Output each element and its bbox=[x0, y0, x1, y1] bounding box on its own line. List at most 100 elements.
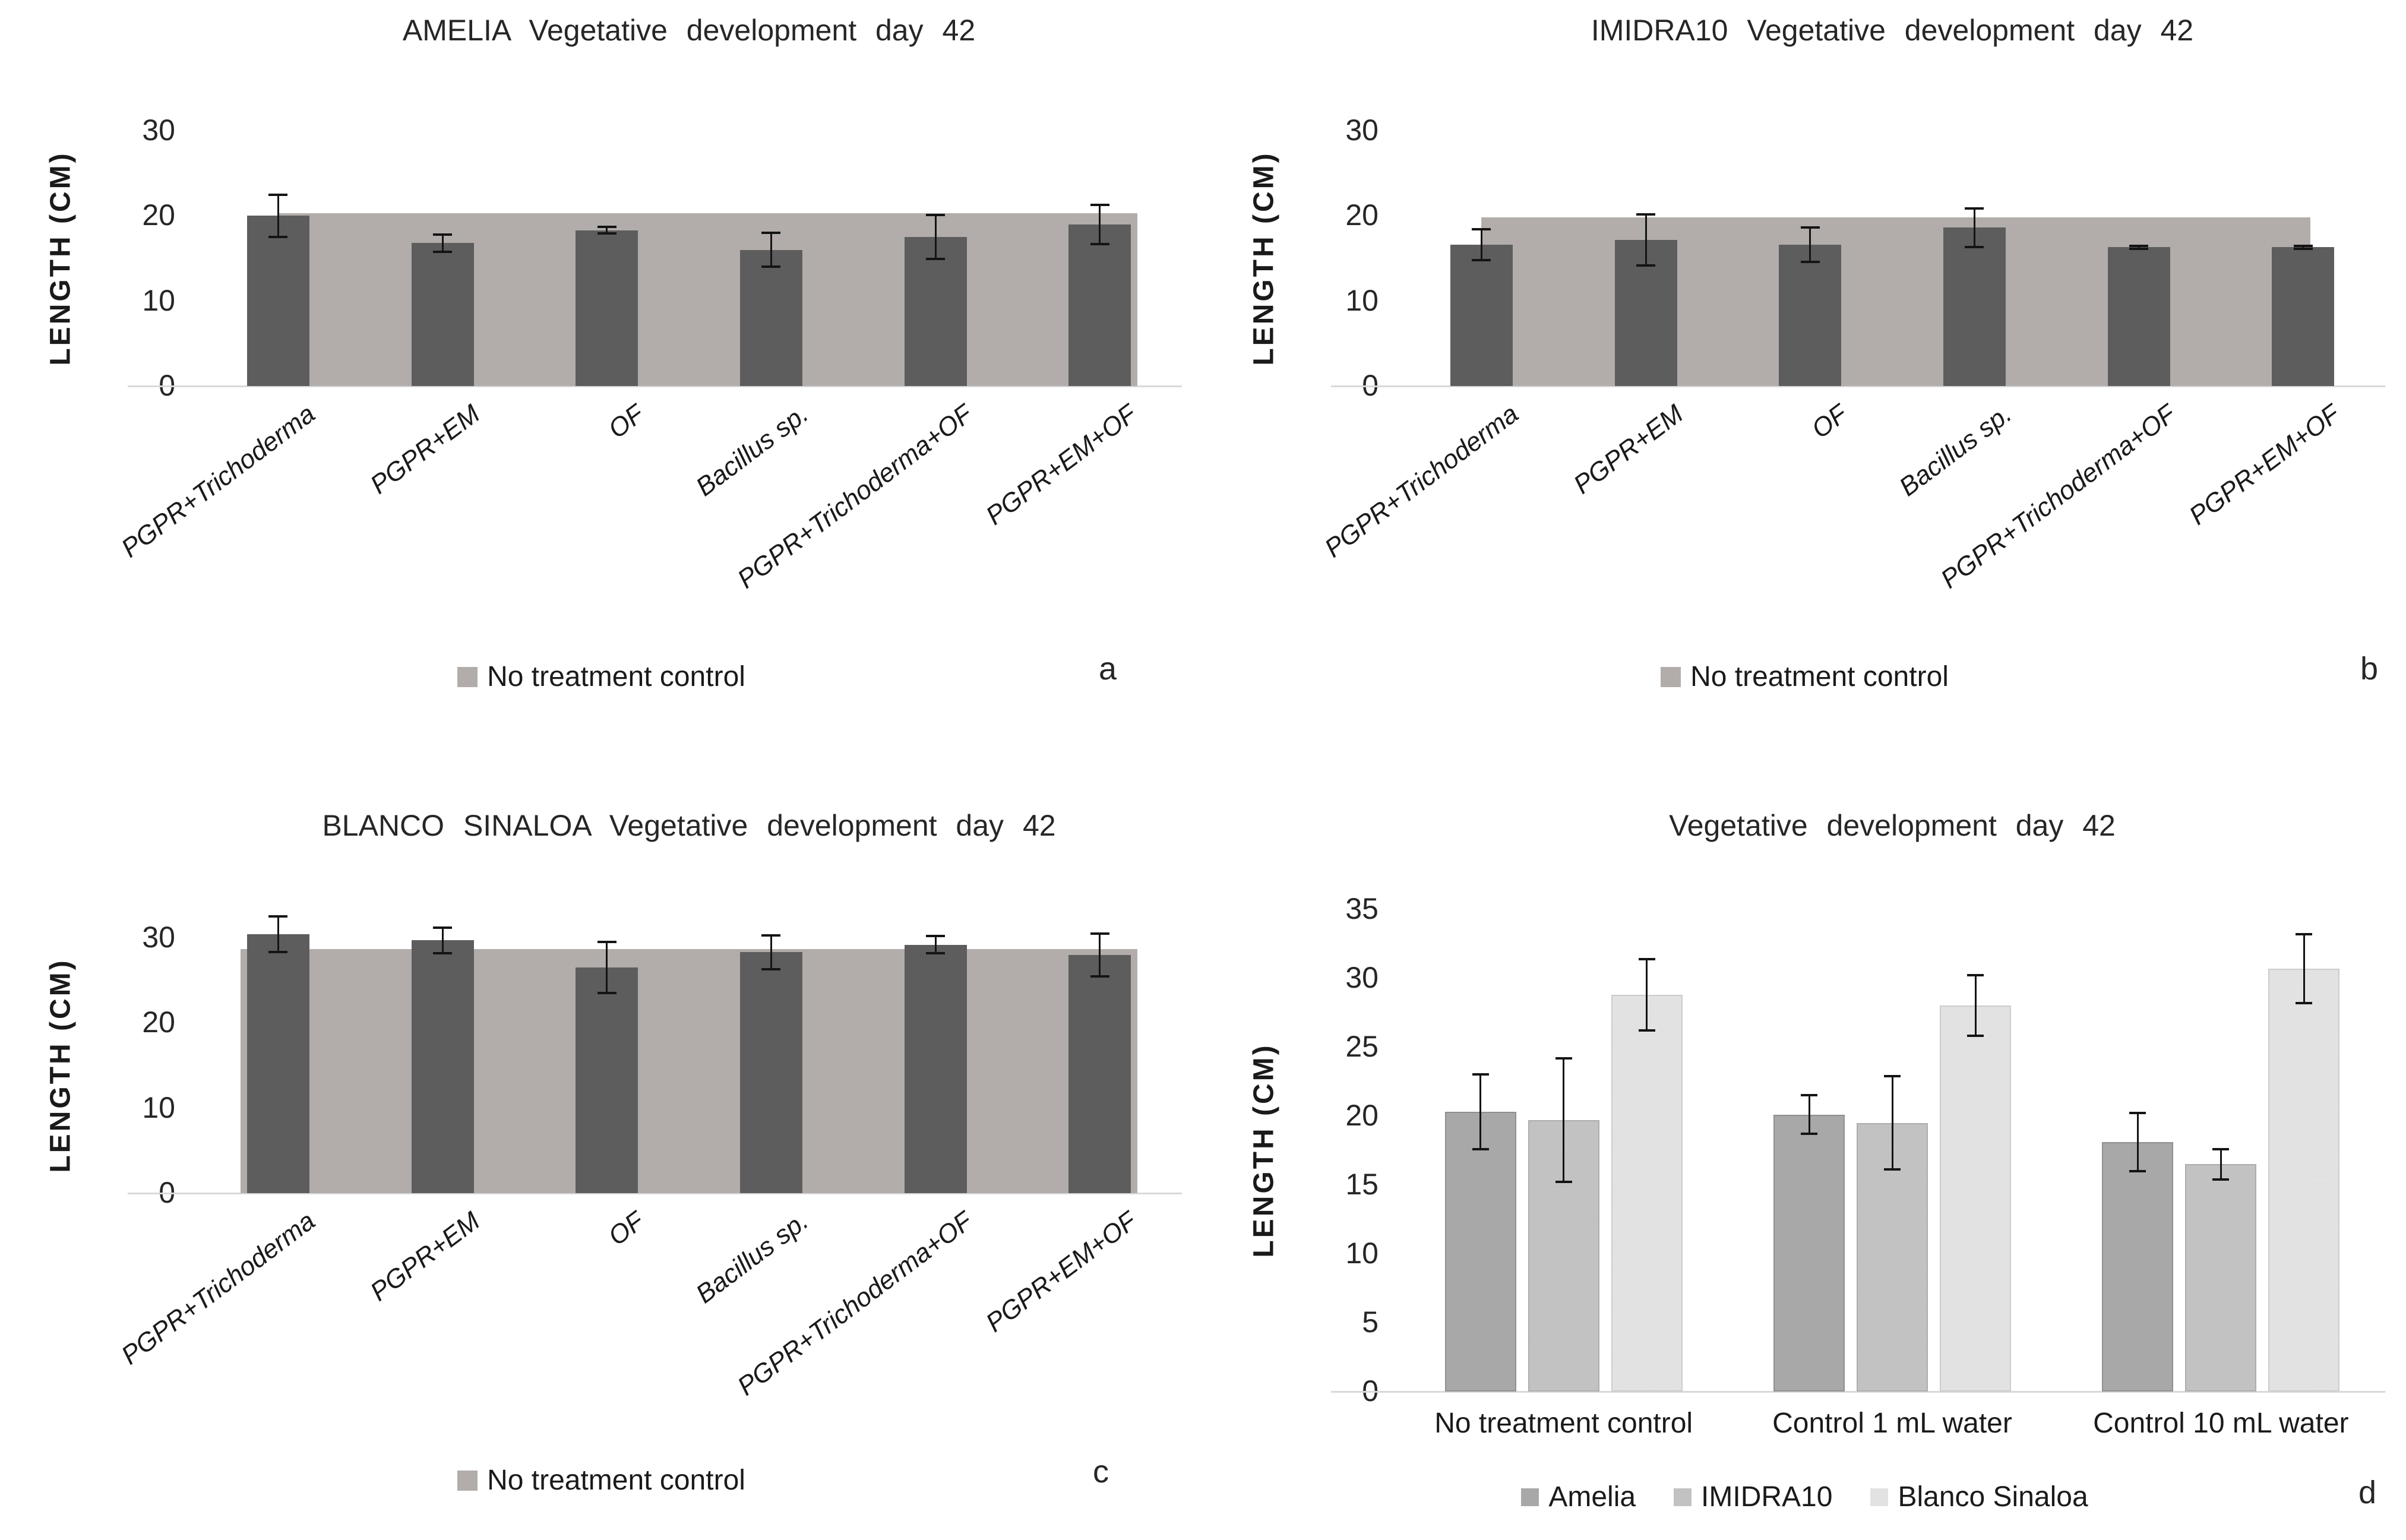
y-tick-label: 15 bbox=[1345, 1168, 1379, 1201]
legend-label: No treatment control bbox=[1690, 661, 1949, 692]
error-bar bbox=[277, 194, 279, 238]
error-bar-cap bbox=[1090, 242, 1109, 245]
error-bar-cap bbox=[2296, 932, 2313, 935]
legend-item: No treatment control bbox=[457, 1464, 745, 1497]
y-tick-label: 30 bbox=[142, 113, 175, 147]
error-bar bbox=[1480, 229, 1482, 260]
x-category-label: PGPR+EM bbox=[365, 1206, 485, 1307]
error-bar bbox=[277, 916, 279, 953]
error-bar-cap bbox=[2129, 1112, 2146, 1115]
x-category-label: PGPR+EM bbox=[365, 399, 485, 500]
x-category-label: PGPR+Trichoderma bbox=[1319, 399, 1524, 564]
error-bar bbox=[1645, 214, 1647, 265]
y-tick-label: 20 bbox=[1345, 198, 1379, 232]
error-bar-cap bbox=[597, 992, 616, 995]
panel-letter-a: a bbox=[1099, 651, 1117, 687]
bar bbox=[1779, 245, 1842, 386]
y-tick-label: 20 bbox=[1345, 1099, 1379, 1132]
error-bar-cap bbox=[1801, 1094, 1817, 1097]
legend-swatch bbox=[1661, 666, 1681, 687]
bar bbox=[904, 944, 967, 1193]
x-group-label: Control 1 mL water bbox=[1772, 1408, 2012, 1439]
error-bar bbox=[2302, 245, 2304, 249]
error-bar bbox=[2138, 245, 2140, 249]
error-bar-cap bbox=[1638, 1029, 1655, 1032]
error-bar-cap bbox=[2129, 244, 2148, 247]
x-category-label: Bacillus sp. bbox=[1893, 399, 2017, 502]
error-bar-cap bbox=[2129, 1169, 2146, 1172]
error-bar bbox=[606, 227, 608, 234]
legend-swatch bbox=[1674, 1488, 1692, 1506]
error-bar-cap bbox=[1801, 1133, 1817, 1136]
error-bar-cap bbox=[1638, 957, 1655, 960]
error-bar bbox=[606, 942, 608, 994]
x-category-label: OF bbox=[602, 1206, 650, 1251]
error-bar bbox=[1973, 208, 1975, 248]
legend-label: No treatment control bbox=[487, 1465, 745, 1496]
bar bbox=[1943, 227, 2006, 386]
error-bar-cap bbox=[926, 951, 945, 954]
bar bbox=[411, 243, 474, 386]
legend-swatch bbox=[457, 666, 478, 687]
y-tick-label: 20 bbox=[142, 1005, 175, 1039]
bar bbox=[2185, 1164, 2257, 1392]
bar bbox=[411, 940, 474, 1193]
bar bbox=[1068, 954, 1131, 1193]
error-bar bbox=[1099, 933, 1101, 976]
error-bar-cap bbox=[926, 258, 945, 261]
y-tick-label: 5 bbox=[1362, 1305, 1379, 1339]
x-axis-line bbox=[128, 385, 1182, 387]
y-tick-label: 10 bbox=[1345, 1237, 1379, 1270]
error-bar-cap bbox=[2296, 1001, 2313, 1004]
legend-swatch bbox=[1521, 1488, 1539, 1506]
panel-letter-c: c bbox=[1093, 1454, 1109, 1490]
error-bar-cap bbox=[2129, 248, 2148, 251]
legend: No treatment control bbox=[1203, 660, 2406, 693]
error-bar bbox=[1891, 1076, 1893, 1170]
bar bbox=[2268, 968, 2340, 1392]
x-axis-line bbox=[128, 1193, 1182, 1194]
control-band bbox=[1481, 217, 2310, 386]
y-tick-label: 10 bbox=[142, 1090, 175, 1124]
legend-item: No treatment control bbox=[1661, 660, 1949, 693]
error-bar-cap bbox=[1967, 974, 1984, 977]
error-bar-cap bbox=[761, 934, 781, 937]
error-bar bbox=[770, 935, 772, 970]
error-bar bbox=[2136, 1113, 2139, 1171]
bar bbox=[1940, 1005, 2011, 1392]
error-bar-cap bbox=[1555, 1181, 1572, 1184]
legend: Amelia IMIDRA10 Blanco Sinaloa bbox=[1203, 1481, 2406, 1513]
error-bar-cap bbox=[2293, 248, 2313, 251]
y-tick-label: 30 bbox=[1345, 113, 1379, 147]
bar bbox=[904, 237, 967, 386]
error-bar-cap bbox=[1090, 975, 1109, 978]
error-bar-cap bbox=[268, 236, 288, 239]
x-group-label: No treatment control bbox=[1434, 1408, 1693, 1439]
error-bar-cap bbox=[433, 926, 452, 929]
error-bar-cap bbox=[1472, 1147, 1489, 1150]
y-axis-title: LENGTH (CM) bbox=[45, 958, 77, 1173]
error-bar-cap bbox=[1472, 258, 1491, 261]
legend-label: Blanco Sinaloa bbox=[1898, 1481, 2088, 1513]
bar bbox=[1450, 245, 1513, 386]
x-category-label: PGPR+Trichoderma bbox=[116, 1206, 321, 1371]
x-category-label: Bacillus sp. bbox=[690, 399, 814, 502]
error-bar bbox=[2303, 934, 2305, 1003]
error-bar bbox=[934, 214, 937, 260]
error-bar-cap bbox=[1800, 260, 1820, 263]
y-axis-title: LENGTH (CM) bbox=[1248, 151, 1280, 366]
error-bar-cap bbox=[1090, 203, 1109, 206]
error-bar-cap bbox=[2293, 244, 2313, 247]
x-category-label: PGPR+Trichoderma bbox=[116, 399, 321, 564]
error-bar-cap bbox=[597, 941, 616, 944]
x-category-label: PGPR+EM+OF bbox=[981, 399, 1143, 531]
legend-label: IMIDRA10 bbox=[1701, 1481, 1833, 1513]
error-bar-cap bbox=[2212, 1178, 2230, 1181]
bar bbox=[1444, 1112, 1516, 1392]
y-tick-label: 35 bbox=[1345, 892, 1379, 925]
error-bar-cap bbox=[1636, 264, 1655, 267]
x-category-label: OF bbox=[602, 399, 650, 444]
legend-item: Amelia bbox=[1521, 1481, 1636, 1513]
error-bar-cap bbox=[1472, 1073, 1489, 1076]
